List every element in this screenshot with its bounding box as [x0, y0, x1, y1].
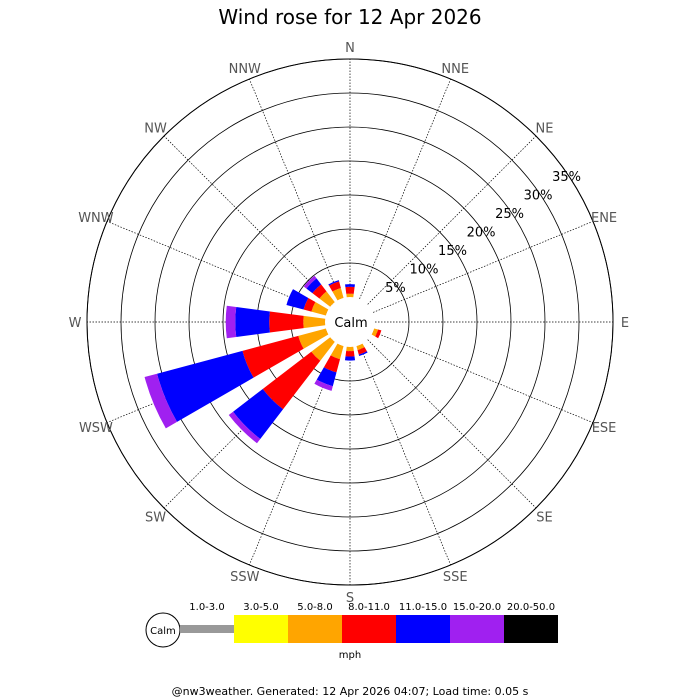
- legend-label-3.0-5.0: 3.0-5.0: [243, 602, 278, 613]
- spoke-se: [367, 339, 537, 509]
- footer-text: @nw3weather. Generated: 12 Apr 2026 04:0…: [172, 685, 529, 698]
- bar-n-5.0-8.0: [346, 293, 354, 298]
- spoke-ne: [367, 135, 537, 305]
- bar-wnw-8.0-11.0: [303, 297, 316, 312]
- ring-label-3: 15%: [438, 244, 467, 259]
- bar-ssw-15.0-20.0: [314, 379, 333, 391]
- bar-n-11.0-15.0: [345, 284, 355, 288]
- ring-labels: 5% 10% 15%20% 25%30% 35%: [385, 170, 581, 296]
- calm-center: Calm: [326, 298, 374, 346]
- legend-swatch-15.0-20.0: [450, 615, 504, 643]
- dir-label-s: S: [346, 591, 354, 606]
- bar-w-11.0-15.0: [235, 307, 270, 337]
- spoke-nne: [359, 78, 451, 300]
- legend-swatch-8.0-11.0: [342, 615, 396, 643]
- legend-label-11.0-15.0: 11.0-15.0: [399, 602, 447, 613]
- bar-w-8.0-11.0: [269, 311, 304, 333]
- dir-label-nne: NNE: [441, 62, 469, 77]
- legend-label-5.0-8.0: 5.0-8.0: [297, 602, 332, 613]
- spoke-ese: [372, 331, 594, 423]
- bar-nnw-8.0-11.0: [329, 281, 341, 292]
- bar-sse-5.0-8.0: [356, 343, 365, 351]
- legend-swatch-5.0-8.0: [288, 615, 342, 643]
- bar-s-11.0-15.0: [344, 356, 356, 361]
- bar-nw-11.0-15.0: [306, 278, 322, 294]
- bar-sw-15.0-20.0: [228, 411, 261, 444]
- bar-ssw-5.0-8.0: [330, 343, 344, 360]
- legend-units: mph: [339, 650, 361, 661]
- bar-nnw-11.0-15.0: [328, 280, 340, 286]
- dir-label-ese: ESE: [592, 421, 617, 436]
- dir-label-se: SE: [536, 510, 552, 525]
- dir-label-n: N: [345, 41, 355, 56]
- bar-wnw-5.0-8.0: [311, 302, 329, 316]
- bar-ssw-11.0-15.0: [316, 367, 337, 387]
- bar-s-8.0-11.0: [345, 350, 355, 357]
- ring-label-1: 5%: [385, 281, 406, 296]
- dir-label-ene: ENE: [591, 211, 617, 226]
- bar-nw-15.0-20.0: [303, 275, 317, 289]
- bar-sse-8.0-11.0: [357, 347, 367, 355]
- bar-nw-8.0-11.0: [312, 284, 327, 299]
- legend-label-20.0-50.0: 20.0-50.0: [507, 602, 555, 613]
- legend-label-1.0-3.0: 1.0-3.0: [189, 602, 224, 613]
- bar-ssw-8.0-11.0: [323, 355, 341, 373]
- dir-label-nnw: NNW: [229, 62, 261, 77]
- bar-sw-8.0-11.0: [262, 351, 321, 410]
- speed-legend: Calm 1.0-3.0 3.0-5.0 5.0-8.0 8.0-11.0 11.0-1…: [145, 602, 558, 648]
- calm-circle: [326, 298, 374, 346]
- dir-label-e: E: [621, 316, 629, 331]
- legend-swatch-20.0-50.0: [504, 615, 558, 643]
- bar-wsw-15.0-20.0: [144, 373, 178, 429]
- bar-ese-5.0-8.0: [371, 328, 379, 337]
- bar-sse-11.0-15.0: [358, 351, 368, 357]
- dir-label-nw: NW: [144, 122, 167, 137]
- dir-label-ssw: SSW: [230, 570, 260, 585]
- bar-sw-5.0-8.0: [311, 337, 335, 361]
- bar-s-5.0-8.0: [346, 346, 354, 352]
- legend-label-8.0-11.0: 8.0-11.0: [348, 602, 390, 613]
- bar-wsw-11.0-15.0: [157, 350, 254, 422]
- legend-swatch-11.0-15.0: [396, 615, 450, 643]
- dir-label-w: W: [69, 316, 82, 331]
- bar-w-15.0-20.0: [225, 305, 237, 339]
- legend-label-15.0-20.0: 15.0-20.0: [453, 602, 501, 613]
- bar-w-5.0-8.0: [303, 315, 326, 329]
- dir-label-wsw: WSW: [79, 421, 113, 436]
- ring-label-7: 35%: [552, 170, 581, 185]
- ring-label-5: 25%: [495, 207, 524, 222]
- direction-labels: N NNE NE ENE E ESE SE SSE S SSW SW WSW W WNW NW NNW: [69, 41, 630, 606]
- bar-nw-5.0-8.0: [319, 291, 335, 307]
- ring-label-6: 30%: [524, 188, 553, 203]
- dir-label-sse: SSE: [443, 570, 468, 585]
- dir-label-sw: SW: [145, 510, 166, 525]
- spoke-ene: [372, 221, 594, 313]
- dir-label-wnw: WNW: [78, 211, 114, 226]
- dir-label-ne: NE: [535, 122, 553, 137]
- chart-title: Wind rose for 12 Apr 2026: [218, 5, 481, 29]
- legend-calm-label: Calm: [150, 626, 176, 637]
- legend-swatch-1.0-3.0: [180, 625, 234, 633]
- ring-label-2: 10%: [410, 262, 439, 277]
- bar-sw-11.0-15.0: [233, 388, 284, 439]
- calm-label: Calm: [334, 316, 367, 331]
- bar-n-8.0-11.0: [345, 286, 355, 294]
- bar-ese-8.0-11.0: [375, 329, 382, 339]
- bar-wnw-11.0-15.0: [286, 289, 309, 310]
- ring-label-4: 20%: [467, 225, 496, 240]
- bar-nnw-5.0-8.0: [332, 287, 344, 301]
- rose-bars: [144, 275, 382, 444]
- legend-swatch-3.0-5.0: [234, 615, 288, 643]
- spoke-nnw: [249, 78, 341, 300]
- ring-5: [154, 126, 546, 518]
- spoke-sse: [359, 344, 451, 566]
- spoke-nw: [163, 135, 333, 305]
- bar-wsw-5.0-8.0: [298, 328, 329, 349]
- bar-wsw-8.0-11.0: [242, 335, 304, 378]
